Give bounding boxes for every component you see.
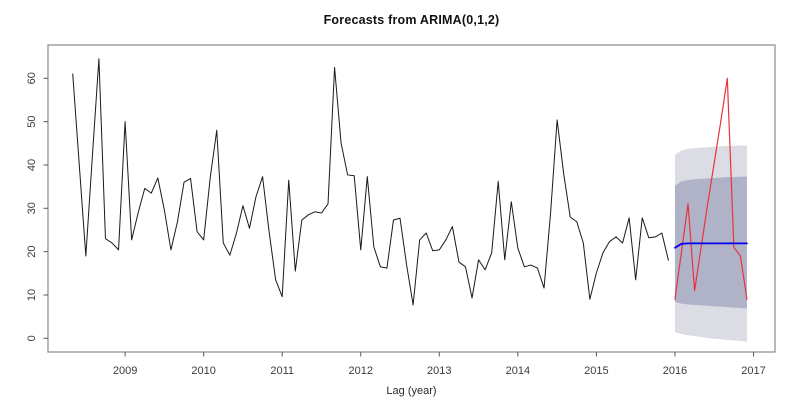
actuals-line-red [674,77,748,300]
y-tick-label: 50 [26,116,38,128]
x-tick-label: 2009 [113,365,137,377]
x-tick-label: 2016 [663,365,687,377]
x-tick-label: 2017 [741,365,765,377]
observed-series-line [72,58,669,306]
y-tick-label: 40 [26,159,38,171]
x-tick-label: 2010 [191,365,215,377]
x-tick-label: 2011 [270,365,294,377]
forecast-mean-line-blue [674,242,748,249]
x-axis-label: Lag (year) [386,385,437,397]
y-tick-label: 0 [26,335,38,341]
plot-border [47,44,776,353]
y-tick-label: 10 [26,289,38,301]
y-tick-label: 20 [26,246,38,258]
x-tick-label: 2012 [349,365,373,377]
x-tick-label: 2013 [427,365,451,377]
x-tick-label: 2015 [584,365,608,377]
y-tick-label: 60 [26,72,38,84]
y-tick-label: 30 [26,202,38,214]
chart-title: Forecasts from ARIMA(0,1,2) [323,13,500,27]
x-tick-label: 2014 [506,365,530,377]
